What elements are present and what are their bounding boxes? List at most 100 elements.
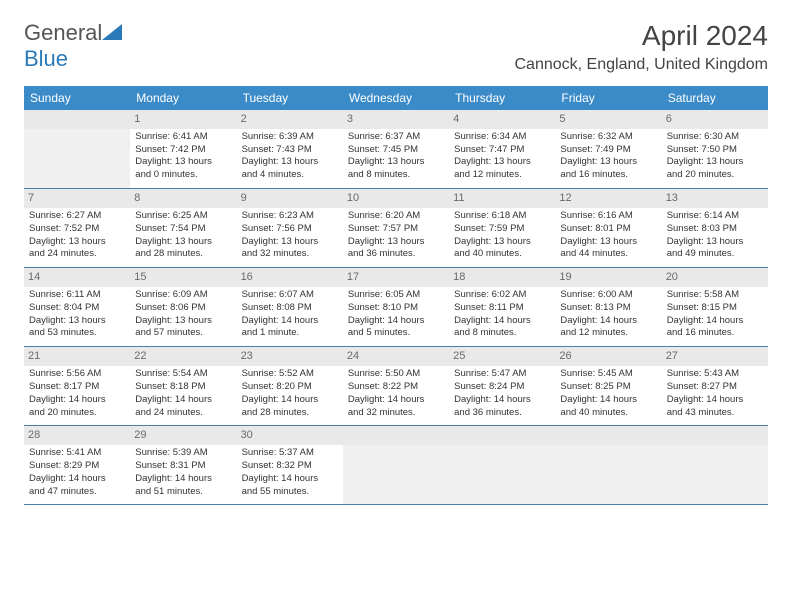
weekday-header: Tuesday bbox=[237, 86, 343, 110]
sunset-text: Sunset: 7:50 PM bbox=[667, 144, 763, 157]
day-number: 4 bbox=[449, 110, 555, 129]
sunset-text: Sunset: 8:11 PM bbox=[454, 302, 550, 315]
sunrise-text: Sunrise: 6:39 AM bbox=[242, 131, 338, 144]
daylight-text: and 0 minutes. bbox=[135, 169, 231, 182]
daylight-text: and 24 minutes. bbox=[29, 248, 125, 261]
calendar-cell: 13Sunrise: 6:14 AMSunset: 8:03 PMDayligh… bbox=[662, 189, 768, 268]
daylight-text: Daylight: 14 hours bbox=[348, 394, 444, 407]
daylight-text: and 8 minutes. bbox=[348, 169, 444, 182]
sunset-text: Sunset: 8:06 PM bbox=[135, 302, 231, 315]
daylight-text: Daylight: 14 hours bbox=[29, 473, 125, 486]
calendar-cell: 30Sunrise: 5:37 AMSunset: 8:32 PMDayligh… bbox=[237, 426, 343, 505]
calendar-cell: 26Sunrise: 5:45 AMSunset: 8:25 PMDayligh… bbox=[555, 347, 661, 426]
calendar-row: 21Sunrise: 5:56 AMSunset: 8:17 PMDayligh… bbox=[24, 347, 768, 426]
daylight-text: Daylight: 13 hours bbox=[348, 236, 444, 249]
sunrise-text: Sunrise: 5:54 AM bbox=[135, 368, 231, 381]
daylight-text: Daylight: 14 hours bbox=[454, 394, 550, 407]
sunset-text: Sunset: 7:42 PM bbox=[135, 144, 231, 157]
daylight-text: and 44 minutes. bbox=[560, 248, 656, 261]
sunrise-text: Sunrise: 5:41 AM bbox=[29, 447, 125, 460]
sunset-text: Sunset: 8:08 PM bbox=[242, 302, 338, 315]
daylight-text: Daylight: 13 hours bbox=[242, 236, 338, 249]
day-number: 5 bbox=[555, 110, 661, 129]
day-number: 12 bbox=[555, 189, 661, 208]
daylight-text: and 1 minute. bbox=[242, 327, 338, 340]
calendar-cell: 21Sunrise: 5:56 AMSunset: 8:17 PMDayligh… bbox=[24, 347, 130, 426]
sunset-text: Sunset: 8:03 PM bbox=[667, 223, 763, 236]
brand-word2: Blue bbox=[24, 46, 68, 71]
sunrise-text: Sunrise: 6:20 AM bbox=[348, 210, 444, 223]
calendar-cell: 14Sunrise: 6:11 AMSunset: 8:04 PMDayligh… bbox=[24, 268, 130, 347]
day-number: 22 bbox=[130, 347, 236, 366]
day-number: 17 bbox=[343, 268, 449, 287]
weekday-header: Saturday bbox=[662, 86, 768, 110]
sunrise-text: Sunrise: 6:14 AM bbox=[667, 210, 763, 223]
sunset-text: Sunset: 7:54 PM bbox=[135, 223, 231, 236]
daylight-text: Daylight: 13 hours bbox=[242, 156, 338, 169]
day-number: 8 bbox=[130, 189, 236, 208]
sunset-text: Sunset: 8:13 PM bbox=[560, 302, 656, 315]
daylight-text: and 51 minutes. bbox=[135, 486, 231, 499]
sunrise-text: Sunrise: 6:16 AM bbox=[560, 210, 656, 223]
daylight-text: Daylight: 14 hours bbox=[242, 473, 338, 486]
calendar-cell bbox=[24, 110, 130, 189]
day-number: 7 bbox=[24, 189, 130, 208]
sunset-text: Sunset: 7:57 PM bbox=[348, 223, 444, 236]
sunset-text: Sunset: 7:49 PM bbox=[560, 144, 656, 157]
sunset-text: Sunset: 8:20 PM bbox=[242, 381, 338, 394]
calendar-cell bbox=[449, 426, 555, 505]
calendar-row: 14Sunrise: 6:11 AMSunset: 8:04 PMDayligh… bbox=[24, 268, 768, 347]
sunset-text: Sunset: 8:25 PM bbox=[560, 381, 656, 394]
calendar-cell: 12Sunrise: 6:16 AMSunset: 8:01 PMDayligh… bbox=[555, 189, 661, 268]
calendar-cell: 2Sunrise: 6:39 AMSunset: 7:43 PMDaylight… bbox=[237, 110, 343, 189]
calendar-row: 28Sunrise: 5:41 AMSunset: 8:29 PMDayligh… bbox=[24, 426, 768, 505]
day-number: 29 bbox=[130, 426, 236, 445]
weekday-header-row: Sunday Monday Tuesday Wednesday Thursday… bbox=[24, 86, 768, 110]
title-block: April 2024 Cannock, England, United King… bbox=[515, 20, 769, 74]
calendar-cell: 15Sunrise: 6:09 AMSunset: 8:06 PMDayligh… bbox=[130, 268, 236, 347]
daylight-text: and 20 minutes. bbox=[29, 407, 125, 420]
calendar-body: 1Sunrise: 6:41 AMSunset: 7:42 PMDaylight… bbox=[24, 110, 768, 505]
page-header: General Blue April 2024 Cannock, England… bbox=[24, 20, 768, 74]
daylight-text: and 32 minutes. bbox=[242, 248, 338, 261]
day-number: 30 bbox=[237, 426, 343, 445]
daylight-text: and 49 minutes. bbox=[667, 248, 763, 261]
calendar-cell bbox=[555, 426, 661, 505]
sunset-text: Sunset: 8:31 PM bbox=[135, 460, 231, 473]
daylight-text: and 12 minutes. bbox=[560, 327, 656, 340]
daylight-text: Daylight: 14 hours bbox=[454, 315, 550, 328]
weekday-header: Monday bbox=[130, 86, 236, 110]
sunset-text: Sunset: 8:01 PM bbox=[560, 223, 656, 236]
daylight-text: Daylight: 14 hours bbox=[29, 394, 125, 407]
daylight-text: Daylight: 13 hours bbox=[667, 156, 763, 169]
daylight-text: Daylight: 14 hours bbox=[135, 394, 231, 407]
daylight-text: Daylight: 13 hours bbox=[29, 315, 125, 328]
daylight-text: and 5 minutes. bbox=[348, 327, 444, 340]
calendar-cell: 4Sunrise: 6:34 AMSunset: 7:47 PMDaylight… bbox=[449, 110, 555, 189]
daylight-text: and 28 minutes. bbox=[242, 407, 338, 420]
day-number: 15 bbox=[130, 268, 236, 287]
calendar-row: 1Sunrise: 6:41 AMSunset: 7:42 PMDaylight… bbox=[24, 110, 768, 189]
daylight-text: Daylight: 13 hours bbox=[348, 156, 444, 169]
brand-logo: General Blue bbox=[24, 20, 122, 72]
sunrise-text: Sunrise: 6:30 AM bbox=[667, 131, 763, 144]
day-number: 28 bbox=[24, 426, 130, 445]
calendar-cell: 7Sunrise: 6:27 AMSunset: 7:52 PMDaylight… bbox=[24, 189, 130, 268]
sunrise-text: Sunrise: 6:18 AM bbox=[454, 210, 550, 223]
triangle-icon bbox=[102, 20, 122, 46]
daylight-text: and 20 minutes. bbox=[667, 169, 763, 182]
sunrise-text: Sunrise: 6:11 AM bbox=[29, 289, 125, 302]
weekday-header: Wednesday bbox=[343, 86, 449, 110]
calendar-cell: 17Sunrise: 6:05 AMSunset: 8:10 PMDayligh… bbox=[343, 268, 449, 347]
calendar-cell bbox=[662, 426, 768, 505]
sunrise-text: Sunrise: 6:32 AM bbox=[560, 131, 656, 144]
sunset-text: Sunset: 8:32 PM bbox=[242, 460, 338, 473]
daylight-text: Daylight: 13 hours bbox=[454, 156, 550, 169]
sunrise-text: Sunrise: 5:47 AM bbox=[454, 368, 550, 381]
daylight-text: Daylight: 14 hours bbox=[135, 473, 231, 486]
calendar-cell: 3Sunrise: 6:37 AMSunset: 7:45 PMDaylight… bbox=[343, 110, 449, 189]
sunset-text: Sunset: 8:04 PM bbox=[29, 302, 125, 315]
sunset-text: Sunset: 7:43 PM bbox=[242, 144, 338, 157]
day-number: 27 bbox=[662, 347, 768, 366]
day-number: 13 bbox=[662, 189, 768, 208]
